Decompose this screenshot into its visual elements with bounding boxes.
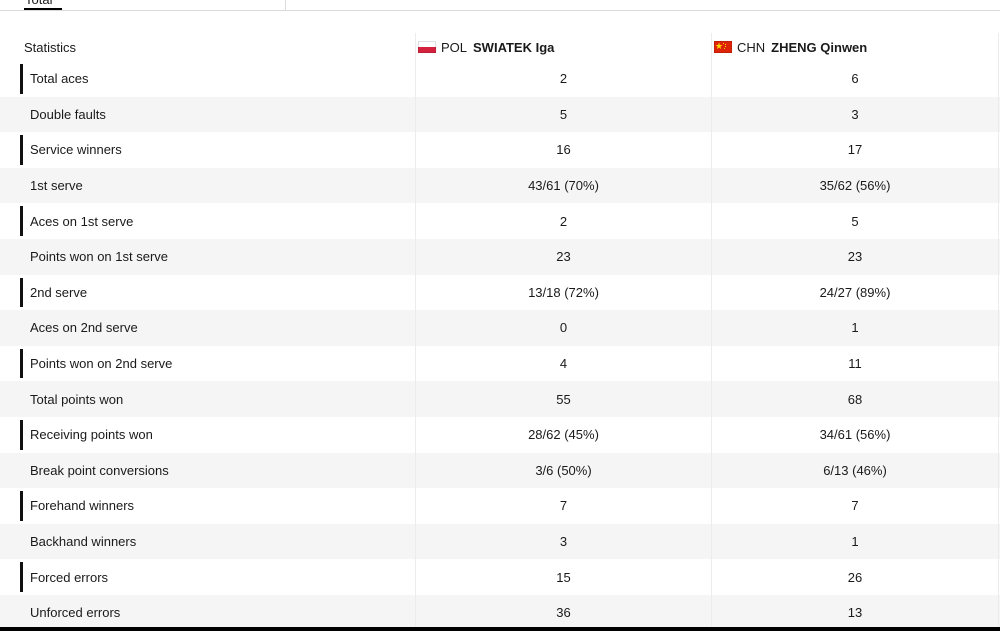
stat-label: Service winners (30, 142, 122, 158)
player1-header: POL SWIATEK Iga (418, 40, 554, 55)
player1-value: 15 (415, 559, 711, 595)
player1-value: 3/6 (50%) (415, 452, 711, 489)
player1-value: 55 (415, 381, 711, 417)
player1-value: 0 (415, 310, 711, 346)
stat-label: Receiving points won (30, 427, 153, 443)
player2-value: 6 (711, 61, 999, 97)
table-row: Unforced errors 36 13 (0, 594, 1000, 631)
player1-country-code: POL (441, 39, 468, 55)
player2-value: 3 (711, 96, 999, 133)
player1-value: 36 (415, 594, 711, 631)
player2-column-header: ★ CHN ZHENG Qinwen (711, 33, 999, 61)
stat-label: Total points won (30, 391, 124, 407)
player1-value: 5 (415, 96, 711, 133)
player1-value: 2 (415, 61, 711, 97)
player1-value: 43/61 (70%) (415, 167, 711, 204)
china-flag-icon: ★ (714, 41, 732, 53)
stat-label: 2nd serve (30, 284, 88, 300)
player1-column-header: POL SWIATEK Iga (415, 33, 711, 61)
player2-value: 11 (711, 345, 999, 382)
bottom-black-bar (0, 627, 1000, 631)
table-row: Break point conversions 3/6 (50%) 6/13 (… (0, 452, 1000, 489)
table-row: Total aces 2 6 (0, 61, 1000, 97)
table-row: Total points won 55 68 (0, 381, 1000, 417)
tab-divider (285, 0, 286, 10)
table-row: 1st serve 43/61 (70%) 35/62 (56%) (0, 167, 1000, 204)
player1-value: 7 (415, 488, 711, 524)
stat-label: Aces on 1st serve (30, 213, 134, 229)
stats-tabbar: Total (0, 0, 1000, 11)
player2-value: 34/61 (56%) (711, 416, 999, 453)
player2-value: 26 (711, 559, 999, 595)
china-flag-small-stars (723, 43, 724, 44)
table-row: Backhand winners 3 1 (0, 523, 1000, 560)
stat-label: Forehand winners (30, 498, 135, 514)
player2-country-code: CHN (737, 39, 766, 55)
table-row: Receiving points won 28/62 (45%) 34/61 (… (0, 416, 1000, 453)
player1-name: SWIATEK Iga (473, 39, 555, 55)
player2-value: 35/62 (56%) (711, 167, 999, 204)
player2-value: 68 (711, 381, 999, 417)
table-row: Forced errors 15 26 (0, 559, 1000, 595)
player2-header: ★ CHN ZHENG Qinwen (714, 40, 867, 55)
table-header-row: Statistics POL SWIATEK Iga ★ CHN ZHENG Q… (0, 33, 1000, 61)
stat-label: Points won on 1st serve (30, 249, 169, 265)
table-row: Aces on 1st serve 2 5 (0, 203, 1000, 239)
player2-value: 17 (711, 132, 999, 168)
table-body: Total aces 2 6 Double faults 5 3 Service… (0, 61, 1000, 631)
player1-value: 23 (415, 238, 711, 275)
table-row: Double faults 5 3 (0, 96, 1000, 133)
table-row: Forehand winners 7 7 (0, 488, 1000, 524)
player2-value: 5 (711, 203, 999, 239)
stat-label: Unforced errors (30, 605, 121, 621)
player2-value: 1 (711, 310, 999, 346)
table-row: 2nd serve 13/18 (72%) 24/27 (89%) (0, 274, 1000, 311)
table-row: Points won on 2nd serve 4 11 (0, 345, 1000, 382)
player2-name: ZHENG Qinwen (771, 39, 868, 55)
stat-label: Backhand winners (30, 534, 137, 550)
player2-value: 1 (711, 523, 999, 560)
stat-label: Double faults (30, 106, 106, 122)
table-row: Points won on 1st serve 23 23 (0, 238, 1000, 275)
table-row: Service winners 16 17 (0, 132, 1000, 168)
stat-label: Aces on 2nd serve (30, 320, 138, 336)
player2-value: 24/27 (89%) (711, 274, 999, 311)
player2-value: 7 (711, 488, 999, 524)
player2-value: 6/13 (46%) (711, 452, 999, 489)
china-flag-star: ★ (715, 41, 724, 51)
statistics-column-header: Statistics (24, 39, 77, 55)
player1-value: 2 (415, 203, 711, 239)
statistics-table: Statistics POL SWIATEK Iga ★ CHN ZHENG Q… (0, 33, 1000, 631)
stat-label: Total aces (30, 71, 89, 87)
table-row: Aces on 2nd serve 0 1 (0, 310, 1000, 346)
player2-value: 13 (711, 594, 999, 631)
tab-total[interactable]: Total (25, 0, 52, 7)
stat-label: Break point conversions (30, 462, 169, 478)
player1-value: 28/62 (45%) (415, 416, 711, 453)
player1-value: 4 (415, 345, 711, 382)
stat-label: Forced errors (30, 569, 109, 585)
stat-label: Points won on 2nd serve (30, 356, 173, 372)
stat-label: 1st serve (30, 178, 83, 194)
poland-flag-icon (418, 41, 436, 53)
player1-value: 3 (415, 523, 711, 560)
player1-value: 13/18 (72%) (415, 274, 711, 311)
active-tab-underline (24, 8, 62, 10)
player2-value: 23 (711, 238, 999, 275)
player1-value: 16 (415, 132, 711, 168)
